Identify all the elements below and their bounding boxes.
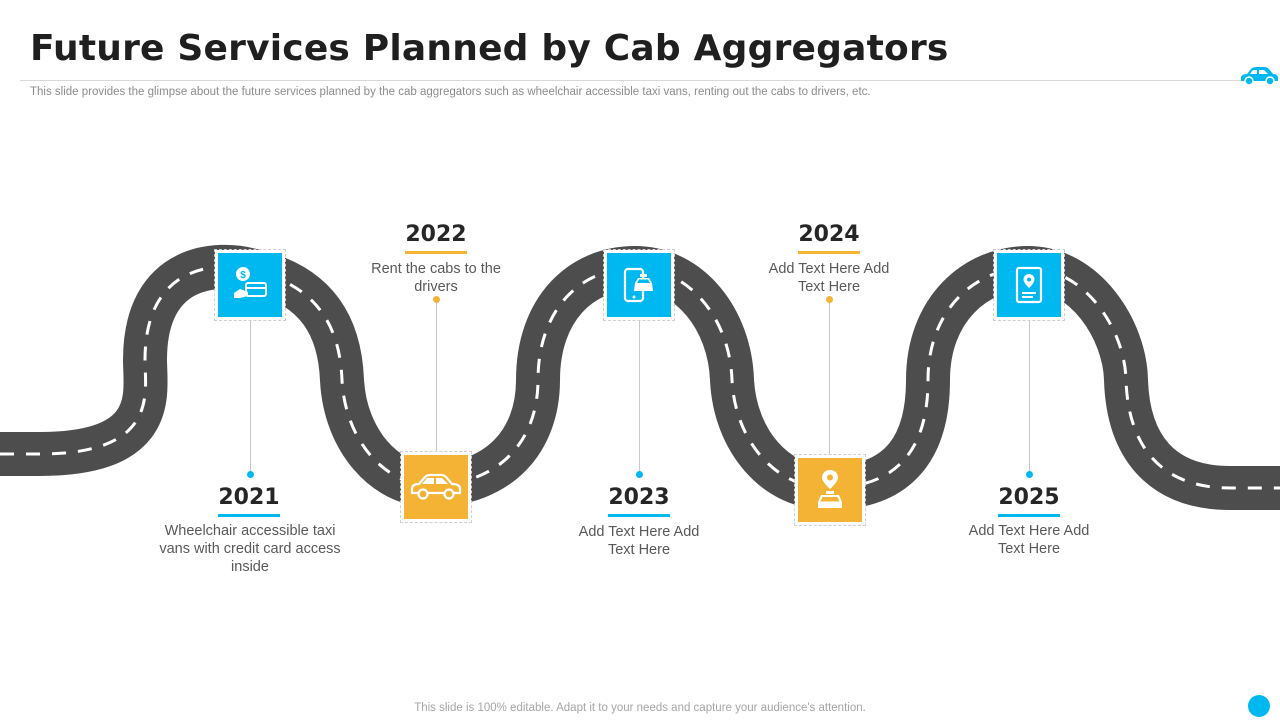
milestone-2021-year: 2021 xyxy=(179,485,319,517)
svg-text:$: $ xyxy=(240,270,246,281)
page-title: Future Services Planned by Cab Aggregato… xyxy=(30,28,949,69)
connector-2025 xyxy=(1029,318,1030,473)
marker-dot-2024 xyxy=(826,296,833,303)
milestone-2022-icon-box xyxy=(400,451,472,523)
corner-circle-button[interactable] xyxy=(1248,695,1270,717)
document-location-icon xyxy=(1015,266,1043,304)
milestone-2025-year: 2025 xyxy=(959,485,1099,517)
title-divider xyxy=(20,80,1258,81)
milestone-2023-text: Add Text Here Add Text Here xyxy=(578,524,700,558)
page-subtitle: This slide provides the glimpse about th… xyxy=(30,86,871,98)
milestone-2025-text: Add Text Here Add Text Here xyxy=(968,523,1090,557)
milestone-2021-icon-box: $ xyxy=(214,249,286,321)
milestone-2021-text: Wheelchair accessible taxi vans with cre… xyxy=(159,523,341,575)
marker-dot-2021 xyxy=(247,471,254,478)
milestone-2022-text: Rent the cabs to the drivers xyxy=(371,261,501,295)
milestone-2023-icon-box xyxy=(603,249,675,321)
milestone-2024-year: 2024 xyxy=(759,222,899,254)
connector-2023 xyxy=(639,318,640,473)
car-logo-icon xyxy=(1241,67,1278,86)
footer-note: This slide is 100% editable. Adapt it to… xyxy=(414,702,866,714)
milestone-2023-year: 2023 xyxy=(569,485,709,517)
marker-dot-2022 xyxy=(433,296,440,303)
milestone-2025-icon-box xyxy=(993,249,1065,321)
milestone-2024-text: Add Text Here Add Text Here xyxy=(768,261,890,295)
milestone-2024-icon-box xyxy=(794,454,866,526)
marker-dot-2023 xyxy=(636,471,643,478)
connector-2021 xyxy=(250,318,251,473)
money-card-icon: $ xyxy=(234,267,267,298)
milestone-2022-year: 2022 xyxy=(366,222,506,254)
connector-2022 xyxy=(436,300,437,455)
marker-dot-2025 xyxy=(1026,471,1033,478)
connector-2024 xyxy=(829,300,830,458)
location-taxi-icon xyxy=(818,470,842,508)
car-icon xyxy=(410,473,462,500)
mobile-taxi-icon xyxy=(623,267,653,303)
